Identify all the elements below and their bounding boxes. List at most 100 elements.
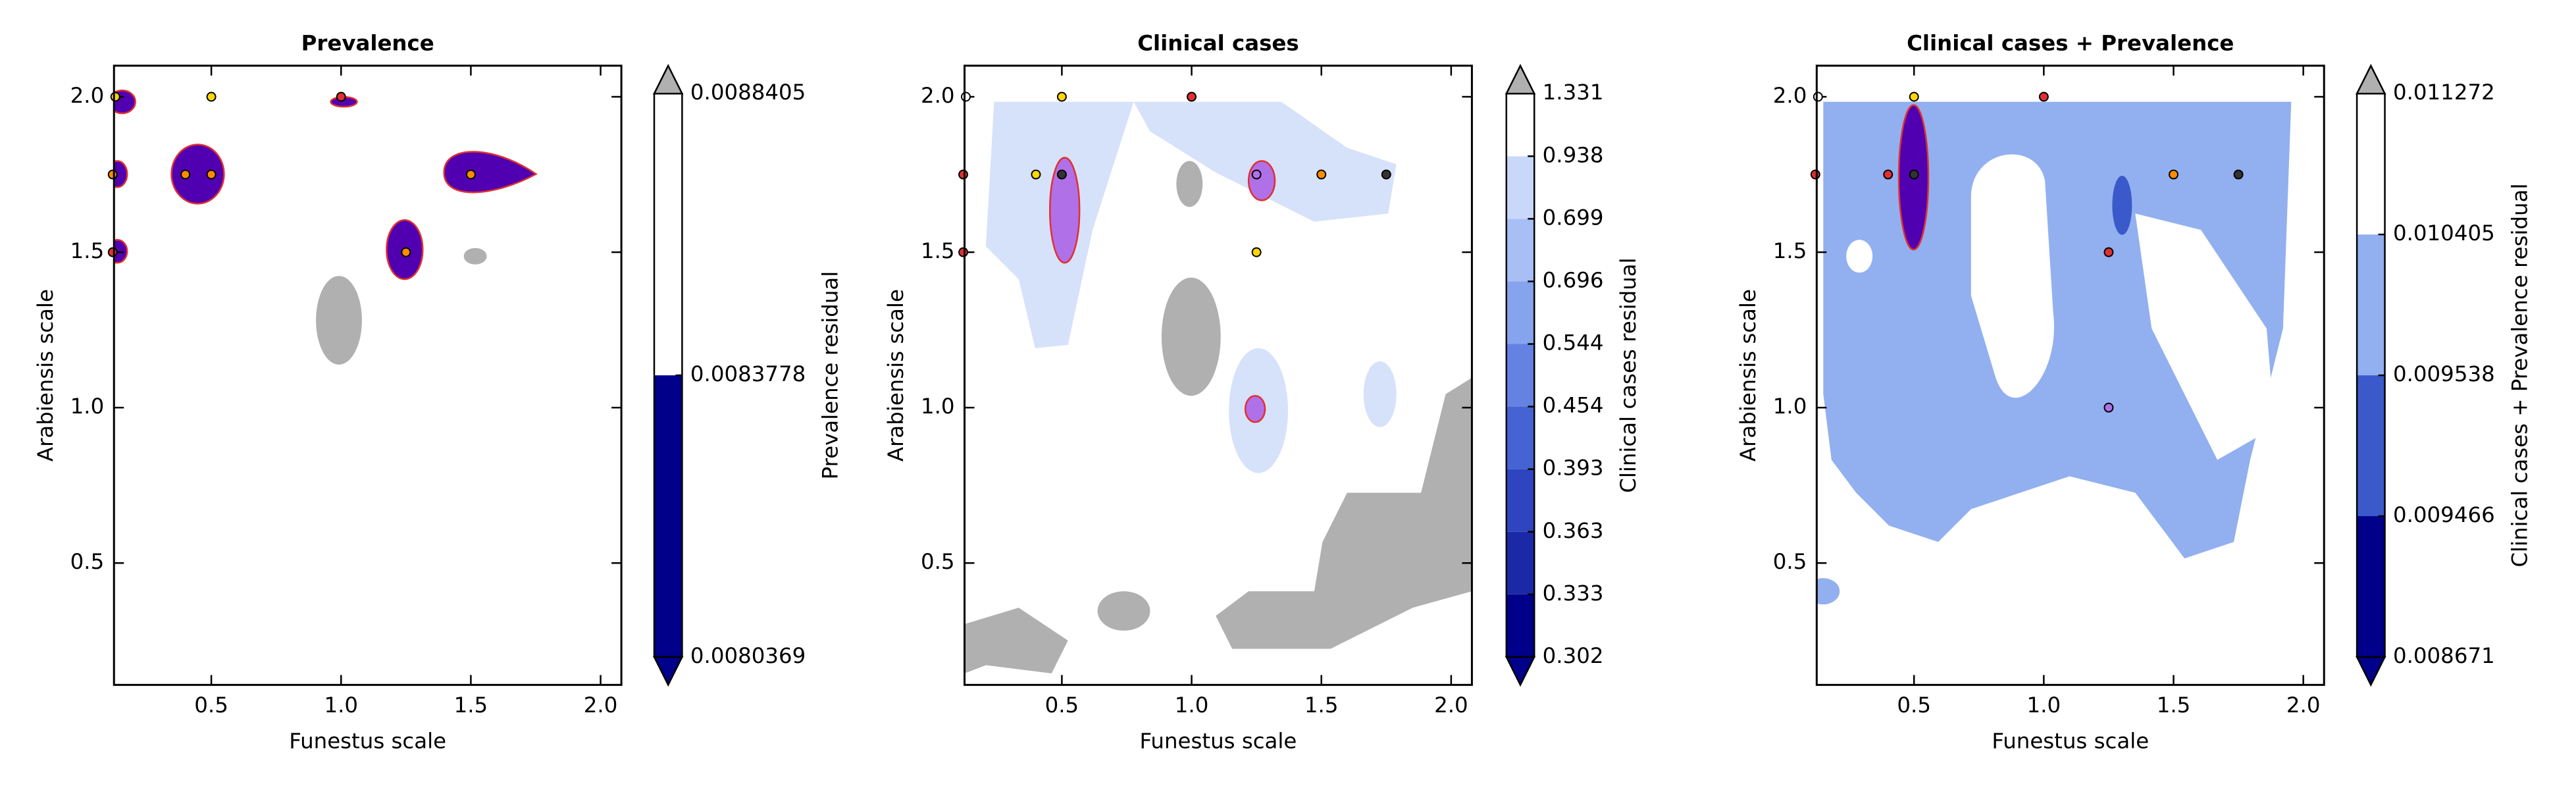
data-point (107, 247, 118, 257)
x-axis-label: Funestus scale (289, 729, 446, 754)
colorbar-label: Clinical cases + Prevalence residual (2508, 184, 2533, 567)
colorbar-tick-label: 0.544 (1543, 330, 1604, 356)
y-tick-label: 1.0 (921, 394, 955, 419)
data-point (336, 92, 346, 102)
colorbar-band (1506, 594, 1535, 657)
colorbar-band (654, 375, 683, 657)
colorbar-tick-label: 0.0080369 (690, 643, 806, 668)
colorbar-tick-label: 0.363 (1543, 518, 1604, 543)
x-tick-label: 2.0 (584, 693, 618, 718)
y-tick-label: 1.5 (1773, 238, 1807, 263)
data-point (2103, 247, 2114, 257)
data-point (206, 169, 217, 180)
colorbar-band (2357, 515, 2385, 657)
x-tick-label: 1.5 (454, 693, 488, 718)
colorbar-tick-label: 0.011272 (2393, 80, 2495, 105)
data-point (2169, 169, 2178, 180)
y-tick-label: 1.5 (921, 238, 955, 263)
colorbar-band (2357, 375, 2385, 516)
plot-frame (113, 65, 623, 686)
colorbar-tick-label: 0.009466 (2393, 502, 2495, 527)
data-point (1909, 169, 1919, 180)
data-point (1810, 169, 1820, 180)
colorbar-extend-over (1505, 64, 1536, 95)
colorbar-band (1506, 281, 1535, 344)
colorbar-tick-label: 0.938 (1543, 142, 1604, 167)
colorbar-extend-under (652, 656, 684, 687)
colorbar-band (654, 93, 683, 376)
data-point (1381, 169, 1391, 180)
colorbar-label: Clinical cases residual (1616, 257, 1641, 492)
data-point (1056, 169, 1067, 180)
data-point (206, 92, 217, 102)
colorbar-extend-over (2356, 64, 2386, 95)
data-point (1316, 169, 1327, 180)
colorbar-tick-label: 0.010405 (2393, 221, 2495, 246)
colorbar-band (2357, 93, 2385, 235)
x-tick-label: 1.0 (324, 693, 358, 718)
colorbar-tick-label: 0.0088405 (690, 80, 806, 105)
contour-regions (1816, 101, 2292, 605)
y-axis-label: Arabiensis scale (883, 289, 908, 461)
y-tick-label: 1.0 (70, 394, 105, 419)
data-point (1251, 247, 1262, 257)
y-tick-label: 0.5 (1773, 549, 1807, 574)
y-tick-label: 0.5 (70, 549, 105, 574)
colorbar-tick-label: 0.0083778 (690, 361, 806, 386)
colorbar-band (1506, 219, 1535, 282)
x-tick-label: 1.5 (1304, 693, 1339, 718)
colorbar-band (1506, 406, 1535, 469)
chart-title: Prevalence (301, 30, 434, 55)
x-tick-label: 0.5 (1897, 693, 1931, 718)
chart-title: Clinical cases + Prevalence (1907, 30, 2234, 55)
y-axis-label: Arabiensis scale (33, 289, 58, 461)
x-axis-label: Funestus scale (1992, 729, 2149, 754)
data-point (110, 92, 120, 102)
colorbar-tick-label: 0.699 (1543, 205, 1604, 230)
data-point (2103, 402, 2114, 413)
colorbar-frame (1505, 92, 1535, 658)
plot-frame (1815, 65, 2325, 686)
colorbar-tick-label: 0.393 (1543, 456, 1604, 481)
y-tick-label: 2.0 (70, 83, 105, 108)
y-tick-label: 2.0 (1773, 83, 1807, 108)
contour-regions (114, 89, 538, 365)
data-point (1056, 92, 1067, 102)
data-point (1031, 169, 1041, 180)
x-tick-label: 1.0 (1175, 693, 1209, 718)
plot-frame (964, 65, 1473, 686)
data-point (1909, 92, 1919, 102)
colorbar-label: Prevalence residual (817, 271, 842, 480)
colorbar-extend-under (1505, 656, 1536, 687)
data-point (1813, 92, 1823, 102)
data-point (180, 169, 191, 180)
data-point (465, 169, 476, 180)
colorbar-tick-label: 0.333 (1543, 581, 1604, 606)
colorbar-band (1506, 531, 1535, 594)
contour-regions (964, 101, 1472, 673)
x-tick-label: 0.5 (1045, 693, 1079, 718)
y-tick-label: 2.0 (921, 83, 955, 108)
y-tick-label: 1.0 (1773, 394, 1807, 419)
colorbar-tick-label: 0.009538 (2393, 361, 2495, 386)
colorbar-tick-label: 0.008671 (2393, 643, 2495, 668)
data-point (1883, 169, 1893, 180)
data-point (401, 247, 411, 257)
x-tick-label: 2.0 (2286, 693, 2321, 718)
colorbar-band (1506, 344, 1535, 407)
chart-title: Clinical cases (1137, 30, 1299, 55)
x-axis-label: Funestus scale (1140, 729, 1297, 754)
colorbar-tick-label: 0.696 (1543, 267, 1604, 292)
colorbar-tick-label: 1.331 (1543, 80, 1604, 105)
data-point (1251, 169, 1262, 180)
data-point (958, 169, 969, 180)
data-point (1187, 92, 1197, 102)
data-point (2038, 92, 2049, 102)
y-tick-label: 0.5 (921, 549, 955, 574)
y-axis-label: Arabiensis scale (1736, 289, 1761, 461)
colorbar-extend-under (2356, 656, 2386, 687)
colorbar-band (2357, 234, 2385, 376)
data-point (2233, 169, 2244, 180)
x-tick-label: 2.0 (1434, 693, 1468, 718)
